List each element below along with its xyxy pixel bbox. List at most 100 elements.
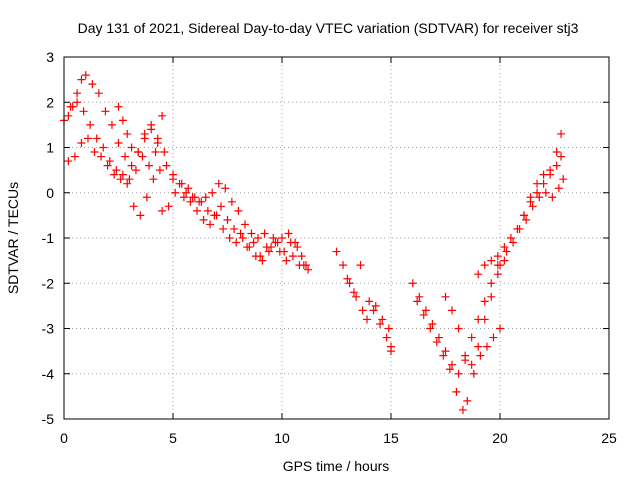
data-point [493,252,502,261]
data-point [97,152,106,161]
data-point [487,292,496,301]
data-point [147,125,156,134]
series-track-n [496,175,568,270]
data-point [70,152,79,161]
data-point [413,297,422,306]
data-point [557,129,566,138]
data-point [541,188,550,197]
data-point [452,387,461,396]
data-point [480,261,489,270]
data-point [145,161,154,170]
y-tick-label: 1 [46,140,54,156]
data-point [216,202,225,211]
data-point [432,338,441,347]
series-track-f [169,170,308,270]
data-point [487,256,496,265]
data-point [238,234,247,242]
data-point [73,89,82,98]
data-point [382,333,391,342]
data-point [552,148,561,157]
data-point [223,215,232,224]
data-point [476,351,485,360]
data-point [376,319,385,328]
data-point [201,193,210,202]
data-point [77,138,86,147]
series-track-k [413,297,504,414]
series-track-l [441,256,509,369]
y-tick-label: -5 [42,411,55,427]
data-point [522,215,531,224]
data-point [428,319,437,328]
data-point [225,234,234,242]
data-point [64,157,73,166]
data-point [123,179,132,188]
data-point [162,161,171,170]
x-tick-label: 20 [492,430,508,446]
data-point [441,292,450,301]
data-point [345,279,354,288]
data-point [500,243,509,252]
y-tick-label: -3 [42,321,55,337]
data-point [509,238,518,247]
data-point [482,342,491,351]
series-track-m [474,129,566,279]
data-point [297,252,306,261]
data-point [134,148,143,157]
data-point [258,256,267,265]
data-point [356,261,365,270]
data-point [439,351,448,360]
grid [64,57,609,419]
data-point [151,148,160,157]
data-point [127,143,136,152]
data-point [129,202,138,211]
chart-title: Day 131 of 2021, Sidereal Day-to-day VTE… [78,20,579,36]
series-track-h [332,247,395,351]
data-point [264,247,273,256]
data-point [230,224,239,233]
data-point [182,188,191,197]
data-point [107,120,116,129]
data-point [206,220,215,229]
data-point [125,175,134,184]
y-tick-label: 0 [46,185,54,201]
data-point [371,301,380,310]
data-point [489,333,498,342]
data-point [164,202,173,211]
data-point [219,224,228,233]
data-point [179,193,188,202]
data-point [434,333,443,342]
data-point [526,193,535,202]
data-point [114,102,123,111]
data-point [240,220,249,229]
data-point [267,243,276,252]
data-point [118,170,127,179]
series-track-b [64,134,177,220]
data-point [480,315,489,324]
data-point [232,238,241,247]
data-point [105,157,114,166]
data-point [131,166,140,175]
data-point [112,166,121,175]
data-point [158,111,167,120]
data-point [448,360,457,369]
data-point [88,80,97,89]
data-point [448,306,457,315]
data-point [288,252,297,261]
data-point [363,315,372,324]
data-point [188,193,197,202]
data-point [519,211,528,220]
data-point [118,116,127,125]
data-point [101,107,110,116]
data-point [387,347,395,356]
data-point [127,161,136,170]
data-point [234,206,243,215]
data-point [343,274,352,283]
series-track-i [343,261,395,356]
data-point [467,360,476,369]
series-track-o [513,152,566,233]
data-point [73,98,82,107]
data-point [66,102,75,111]
y-axis-label: SDTVAR / TECUs [5,182,21,294]
data-point [487,279,496,288]
data-point [474,342,483,351]
